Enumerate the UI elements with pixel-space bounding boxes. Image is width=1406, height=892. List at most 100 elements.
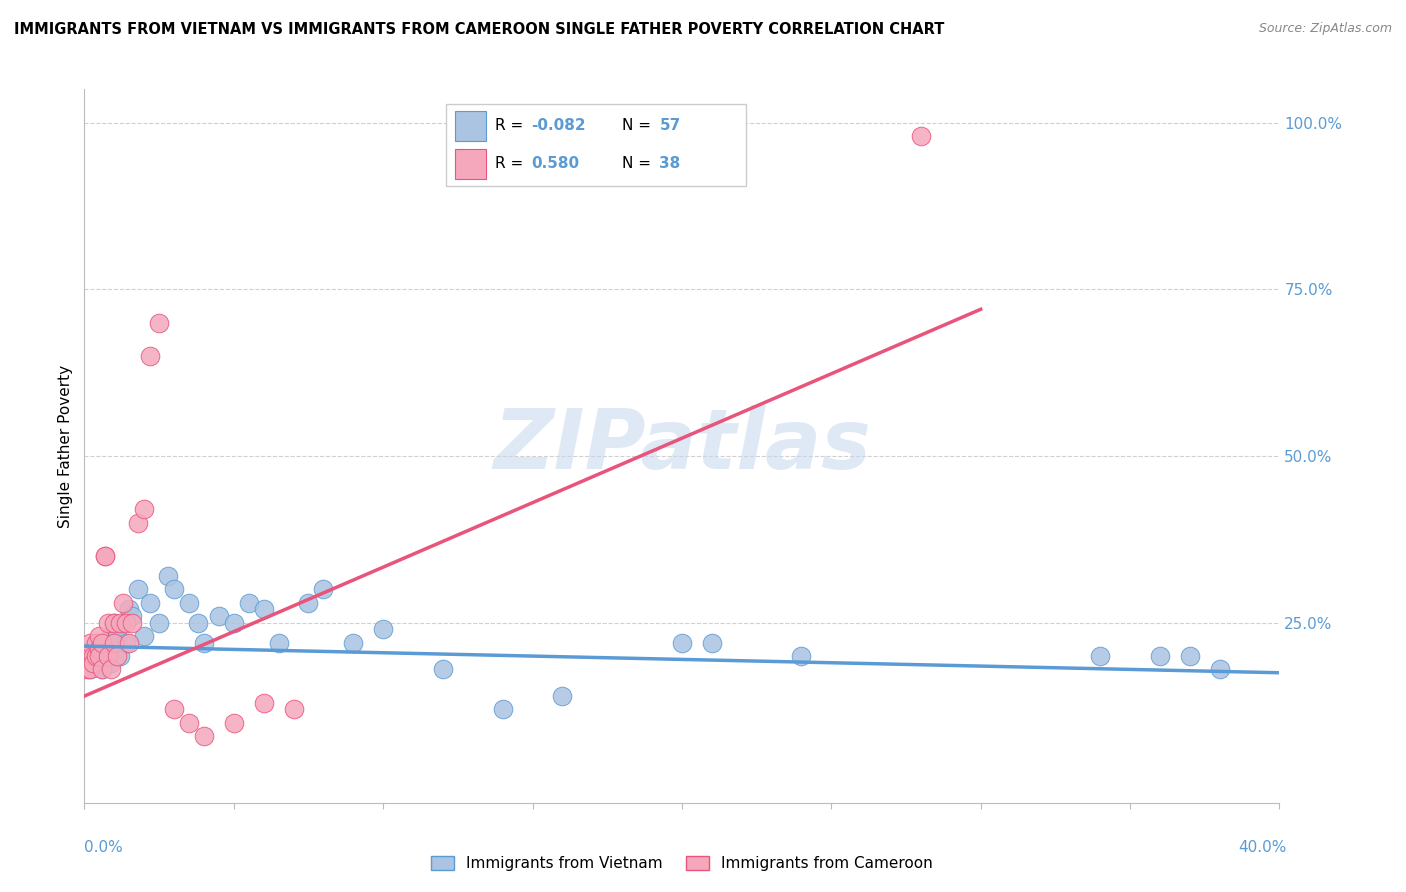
Point [82,642,104,657]
Point [97,649,120,664]
Point [110,615,132,630]
Point [105,629,128,643]
Point [94,549,117,563]
Text: N =: N = [623,118,657,133]
Point [132,502,156,516]
Point [115,636,138,650]
Point [89,649,111,664]
Point [79,636,101,650]
Point [82,649,104,664]
Point [86,656,108,670]
Point [94,636,117,650]
Point [1178,649,1201,664]
Point [89,649,111,664]
Point [103,636,125,650]
Point [94,649,117,664]
Point [118,636,141,650]
Point [297,596,319,610]
Point [89,642,111,657]
Text: N =: N = [623,156,657,171]
Point [103,615,125,630]
Point [86,649,108,664]
Point [492,702,515,716]
Point [86,636,108,650]
Point [790,649,813,664]
Point [371,623,394,637]
Point [177,596,200,610]
Point [1208,662,1232,676]
Point [79,662,101,676]
Point [82,656,104,670]
Point [112,596,135,610]
Legend: Immigrants from Vietnam, Immigrants from Cameroon: Immigrants from Vietnam, Immigrants from… [425,850,939,877]
Point [86,649,108,664]
Point [91,636,114,650]
Text: 57: 57 [659,118,681,133]
Point [79,662,101,676]
Point [82,649,104,664]
Point [253,696,276,710]
Point [76,662,98,676]
Point [100,629,122,643]
Point [163,582,186,597]
Point [79,649,101,664]
Point [121,609,143,624]
Point [94,549,117,563]
Point [112,615,135,630]
Point [121,615,143,630]
Point [208,609,231,624]
Point [222,615,245,630]
Point [132,629,156,643]
Point [100,656,122,670]
Point [432,662,454,676]
Point [89,629,111,643]
Text: 40.0%: 40.0% [1239,840,1286,855]
Point [238,596,260,610]
FancyBboxPatch shape [446,104,747,186]
Y-axis label: Single Father Poverty: Single Father Poverty [58,365,73,527]
Point [177,715,200,730]
Point [103,615,125,630]
Text: 0.580: 0.580 [531,156,579,171]
Point [193,729,215,743]
Point [86,636,108,650]
Point [148,316,170,330]
Point [97,656,120,670]
Point [148,615,170,630]
Point [91,649,114,664]
Point [157,569,180,583]
Text: R =: R = [495,118,529,133]
Point [82,656,104,670]
Point [79,649,101,664]
Point [187,615,209,630]
Point [163,702,186,716]
Text: 0.0%: 0.0% [84,840,124,855]
Point [115,615,138,630]
Point [253,602,276,616]
Point [700,636,723,650]
Point [91,662,114,676]
Point [76,649,98,664]
Point [76,649,98,664]
Point [671,636,693,650]
Point [91,662,114,676]
Point [283,702,305,716]
Point [139,349,162,363]
Bar [456,111,486,141]
Text: Source: ZipAtlas.com: Source: ZipAtlas.com [1258,22,1392,36]
Text: 38: 38 [659,156,681,171]
Point [94,642,117,657]
Point [193,636,215,650]
Point [1088,649,1111,664]
Point [222,715,245,730]
Point [89,656,111,670]
Point [1149,649,1171,664]
Text: -0.082: -0.082 [531,118,586,133]
Point [267,636,290,650]
Point [312,582,335,597]
Point [97,649,120,664]
Text: IMMIGRANTS FROM VIETNAM VS IMMIGRANTS FROM CAMEROON SINGLE FATHER POVERTY CORREL: IMMIGRANTS FROM VIETNAM VS IMMIGRANTS FR… [14,22,945,37]
Point [127,582,149,597]
Point [100,662,122,676]
Point [103,649,125,664]
